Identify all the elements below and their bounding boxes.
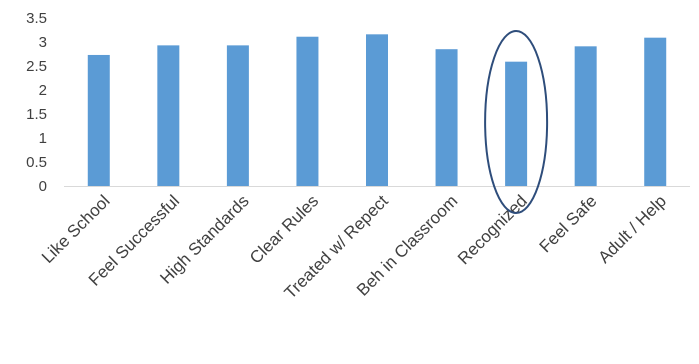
x-tick-label: Feel Safe (536, 191, 601, 256)
y-tick-label: 0 (39, 178, 47, 195)
bar (226, 45, 249, 186)
x-tick-label: Adult / Help (594, 191, 670, 267)
bars (87, 34, 667, 187)
y-tick-label: 1.5 (26, 106, 47, 123)
highlight-layer (484, 30, 549, 214)
x-tick-label: Clear Rules (246, 191, 322, 267)
y-tick-label: 2.5 (26, 58, 47, 75)
bar (296, 36, 319, 186)
bar (157, 45, 180, 186)
bar (87, 54, 110, 187)
x-tick-label: Like School (38, 191, 114, 267)
x-tick-label: Recognized (454, 191, 531, 268)
bar (505, 61, 528, 186)
y-tick-label: 0.5 (26, 154, 47, 171)
y-tick-label: 3 (39, 34, 47, 51)
y-tick-label: 1 (39, 130, 47, 147)
bar (435, 49, 458, 187)
y-axis-ticks: 0 0.5 1 1.5 2 2.5 3 3.5 (26, 10, 47, 195)
bar (366, 34, 388, 186)
y-tick-label: 3.5 (26, 10, 47, 27)
bar (574, 46, 597, 186)
bar (644, 37, 667, 187)
highlight-ellipse (484, 30, 549, 214)
y-tick-label: 2 (39, 82, 47, 99)
